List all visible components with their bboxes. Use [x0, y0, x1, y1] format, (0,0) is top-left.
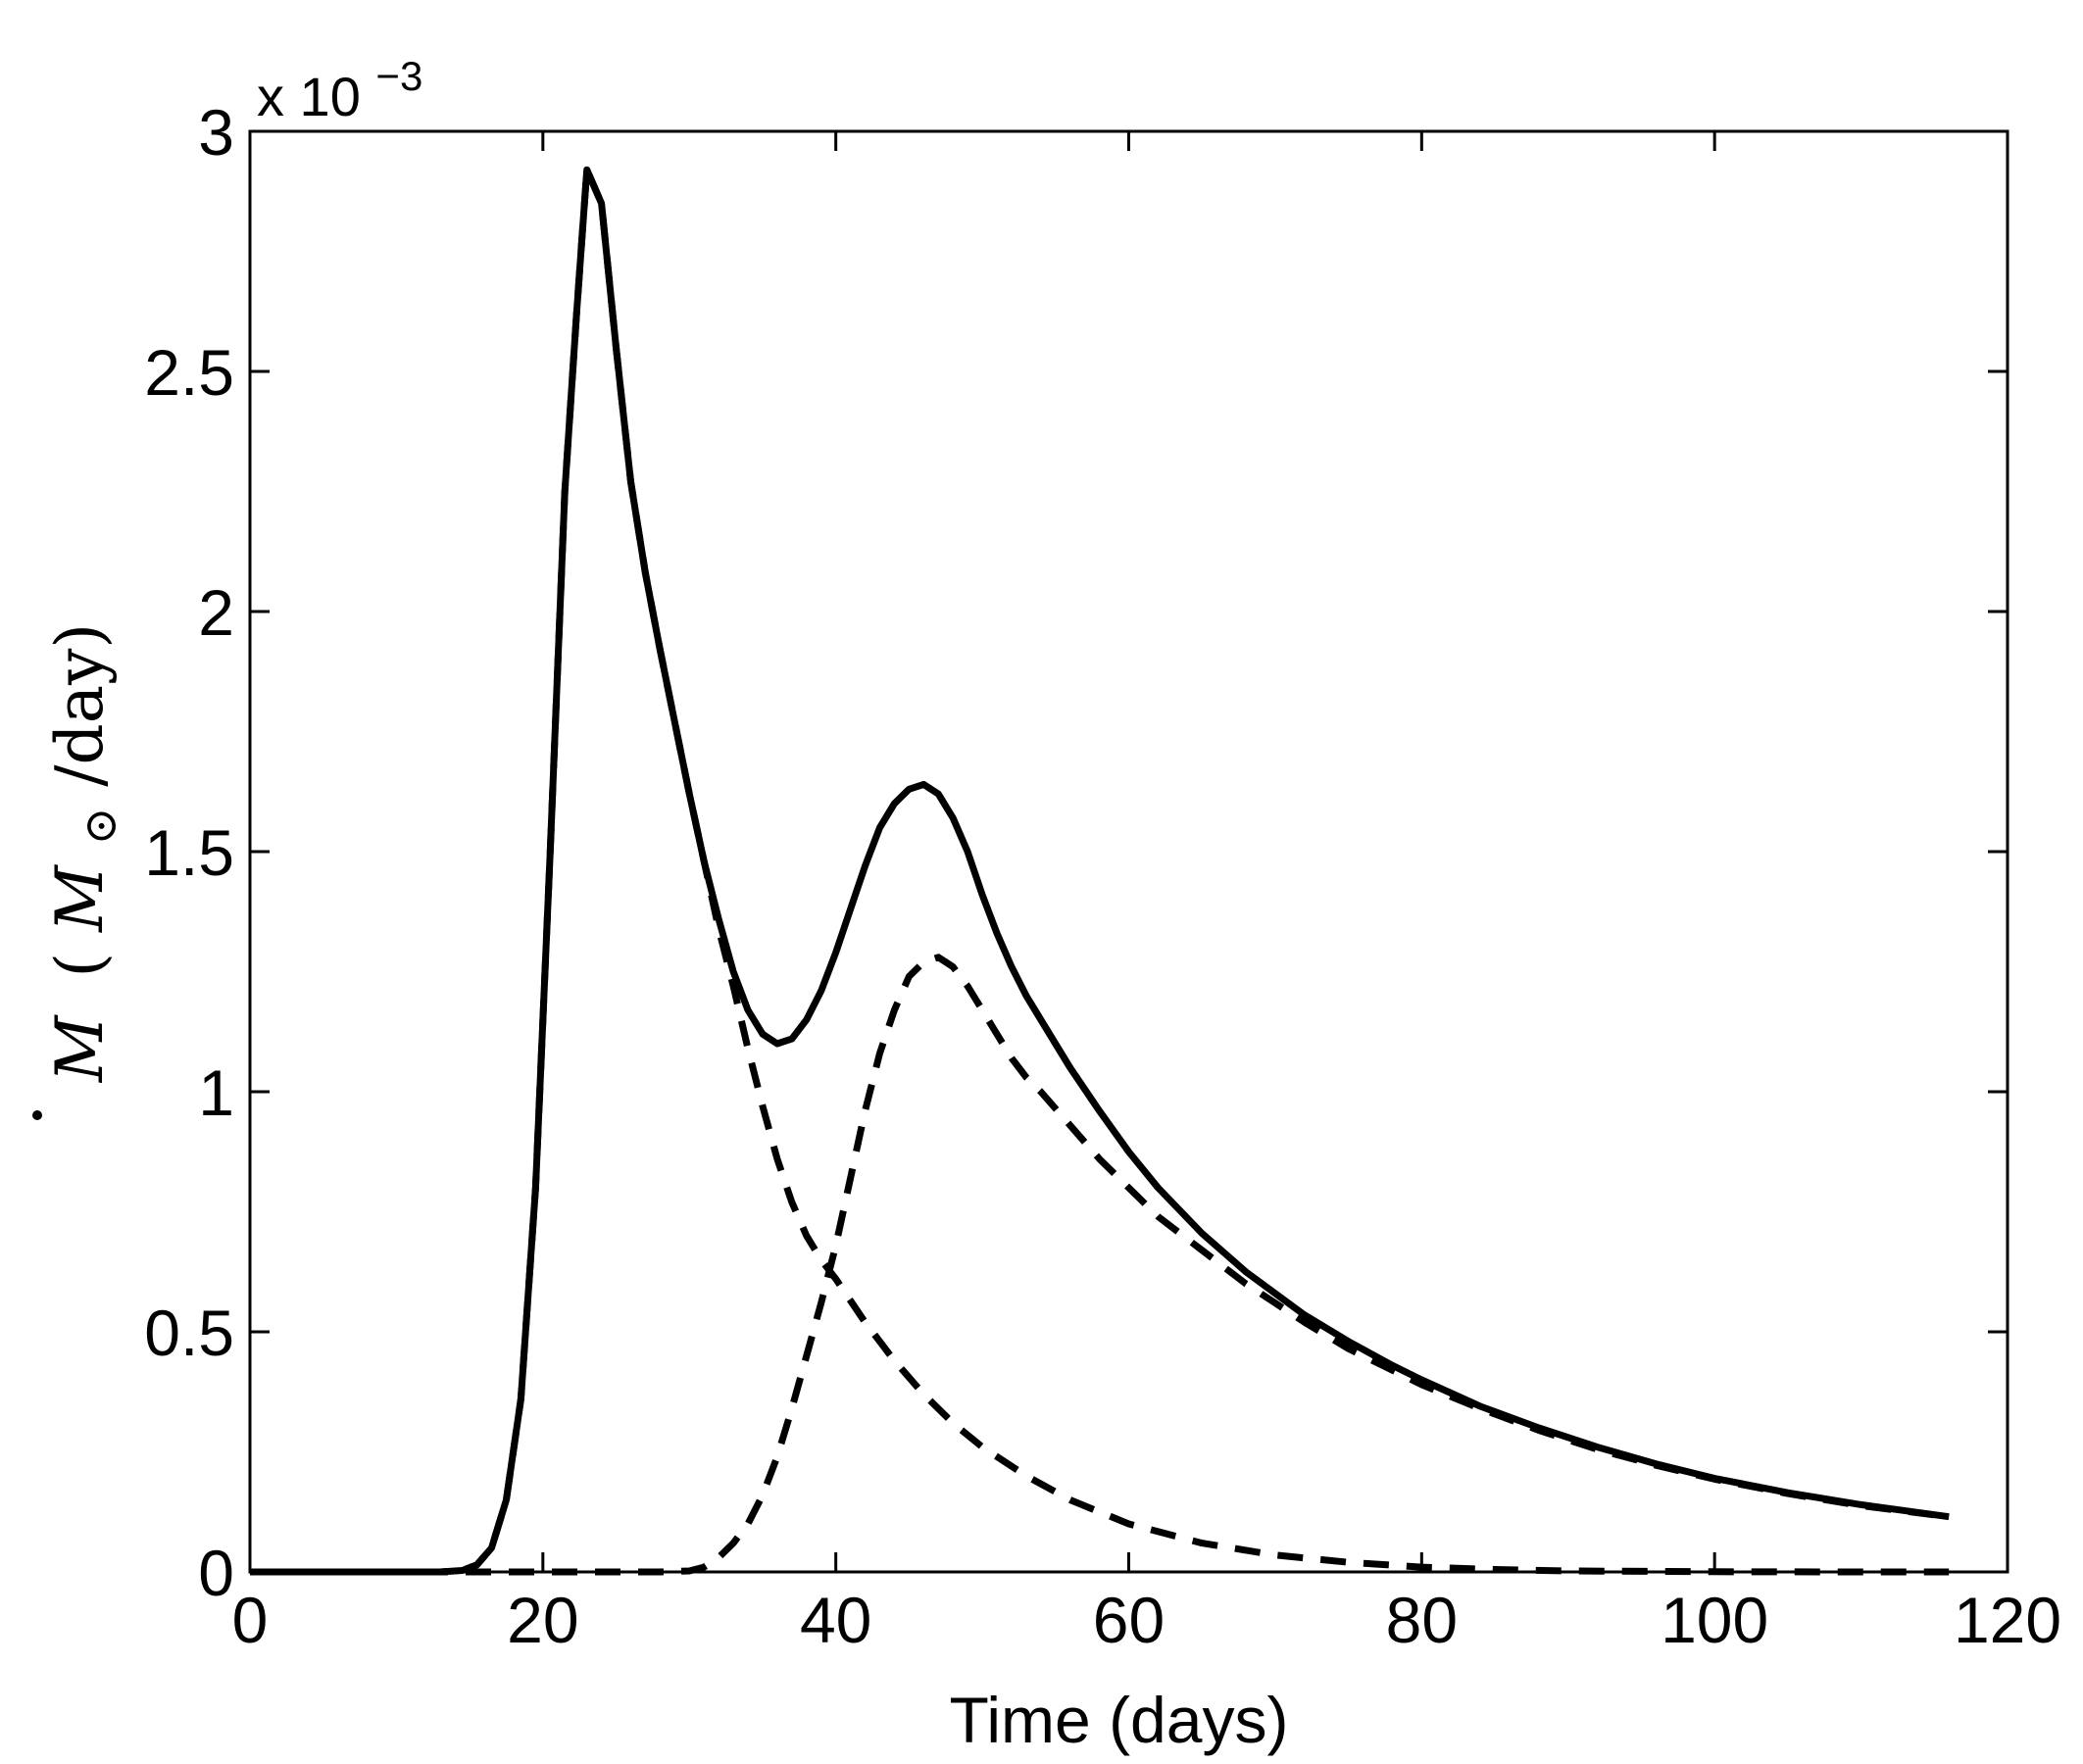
- y-tick-label: 0.5: [144, 1297, 234, 1369]
- y-tick-label: 2.5: [144, 336, 234, 409]
- plot-area: [248, 129, 2009, 1574]
- y-axis-symbol: M: [42, 1014, 118, 1083]
- ticks-layer: [248, 129, 2009, 1574]
- x-tick-label: 80: [1386, 1584, 1458, 1656]
- y-axis-paren-open: (: [42, 953, 118, 978]
- y-axis-dot-accent: [32, 1110, 42, 1120]
- y-axis-unit-symbol: M: [42, 864, 118, 933]
- y-axis-multiplier-exponent: −3: [375, 53, 422, 99]
- series-line-3-dashed: [250, 954, 1950, 1576]
- x-tick-label: 0: [232, 1584, 269, 1656]
- y-tick-label: 3: [198, 96, 234, 169]
- axes-frame: [248, 129, 2009, 1574]
- series-layer: [250, 166, 1950, 1576]
- series-line-2-dashed: [250, 166, 1950, 1576]
- y-tick-label: 1: [198, 1056, 234, 1129]
- svg-text:M ( M ⊙: M ( M ⊙ /day): [42, 623, 131, 1083]
- y-tick-label: 1.5: [144, 816, 234, 889]
- series-line-1-solid: [250, 166, 1950, 1576]
- x-tick-label: 60: [1093, 1584, 1165, 1656]
- y-axis-multiplier: x 10 −3: [257, 53, 422, 127]
- tick-labels-layer: 0 20 40 60 80 100 120 0 0.5 1 1.5 2 2.5 3: [144, 96, 2061, 1656]
- x-tick-label: 100: [1661, 1584, 1768, 1656]
- x-tick-label: 120: [1954, 1584, 2061, 1656]
- x-axis-title: Time (days): [950, 1684, 1289, 1756]
- y-axis-title: M ( M ⊙ /day): [32, 623, 131, 1120]
- y-tick-label: 2: [198, 576, 234, 649]
- y-tick-label: 0: [198, 1537, 234, 1609]
- x-tick-label: 20: [507, 1584, 578, 1656]
- x-tick-label: 40: [800, 1584, 871, 1656]
- y-axis-unit-subscript: ⊙: [74, 808, 126, 846]
- y-axis-multiplier-base: x 10: [257, 66, 361, 127]
- y-axis-unit-rest: /day): [42, 623, 118, 787]
